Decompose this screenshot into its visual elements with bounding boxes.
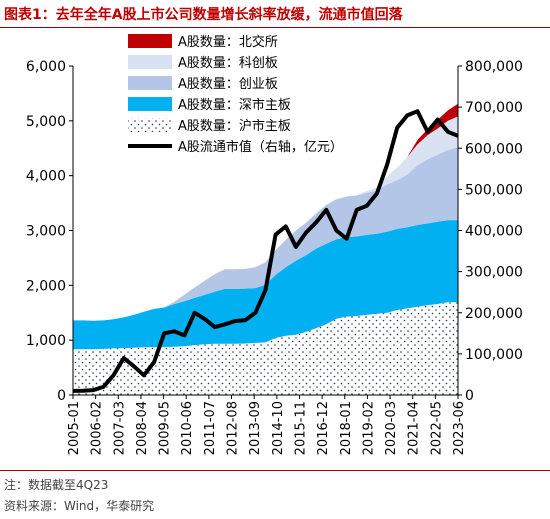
legend-label: A股数量：创业板 <box>178 77 278 92</box>
figure-source: 资料来源：Wind，华泰研究 <box>4 499 155 513</box>
x-tick-label: 2016-12 <box>316 401 331 455</box>
axes: 0 1,000 2,000 3,000 4,000 5,000 6,000 0 100,000 2… <box>26 59 523 455</box>
figure-header: 图表1：去年全年A股上市公司数量增长斜率放缓，流通市值回落 <box>0 0 550 28</box>
x-tick-label: 2021-04 <box>407 401 422 455</box>
right-tick-label: 300,000 <box>465 265 523 281</box>
right-tick-label: 800,000 <box>465 59 523 75</box>
x-tick-label: 2014-10 <box>271 401 286 455</box>
legend-swatch <box>128 118 172 132</box>
title-divider <box>0 27 550 28</box>
chart-legend: A股数量：北交所 A股数量：科创板 A股数量：创业板 A股数量：深市主板 A股数量：沪市… <box>123 32 353 162</box>
area-layers <box>73 103 458 395</box>
x-tick-label: 2013-09 <box>248 401 263 455</box>
right-tick-label: 700,000 <box>465 100 523 116</box>
left-tick-label: 2,000 <box>26 278 66 294</box>
figure-title-text: 去年全年A股上市公司数量增长斜率放缓，流通市值回落 <box>55 7 403 23</box>
x-tick-label: 2006-02 <box>90 401 105 455</box>
figure-title: 图表1：去年全年A股上市公司数量增长斜率放缓，流通市值回落 <box>4 4 403 24</box>
left-tick-label: 4,000 <box>26 169 66 185</box>
x-tick-label: 2023-06 <box>452 401 467 455</box>
legend-label: A股数量：科创板 <box>178 56 278 71</box>
legend-swatch <box>128 76 172 90</box>
szse-main-board-area <box>73 220 458 350</box>
market-cap-line-layer <box>72 109 459 393</box>
right-tick-label: 200,000 <box>465 306 523 322</box>
x-tick-label: 2009-05 <box>158 401 173 455</box>
x-tick-label: 2012-08 <box>226 401 241 455</box>
x-tick-label: 2010-06 <box>180 401 195 455</box>
legend-swatch <box>128 97 172 111</box>
left-tick-label: 5,000 <box>26 114 66 130</box>
legend-label: A股数量：沪市主板 <box>178 118 291 134</box>
legend-label: A股流通市值（右轴，亿元） <box>178 139 343 155</box>
chinext-area <box>73 147 458 321</box>
right-tick-label: 500,000 <box>465 182 523 198</box>
x-tick-label: 2008-04 <box>135 401 150 455</box>
figure-label: 图表1： <box>4 7 56 23</box>
right-tick-label: 0 <box>465 388 474 404</box>
legend-swatch <box>128 34 172 48</box>
left-tick-label: 0 <box>57 388 66 404</box>
right-tick-label: 400,000 <box>465 224 523 240</box>
area-line-chart: 0 1,000 2,000 3,000 4,000 5,000 6,000 0 100,000 2… <box>26 32 523 455</box>
left-tick-label: 3,000 <box>26 224 66 240</box>
x-tick-label: 2005-01 <box>67 401 82 455</box>
right-tick-label: 100,000 <box>465 347 523 363</box>
x-tick-label: 2007-03 <box>112 401 127 455</box>
figure-note: 注：数据截至4Q23 <box>4 478 109 492</box>
left-tick-label: 1,000 <box>26 333 66 349</box>
market-cap-line <box>72 109 459 393</box>
legend-label: A股数量：深市主板 <box>178 97 291 113</box>
x-tick-label: 2015-11 <box>293 401 308 455</box>
left-tick-label: 6,000 <box>26 59 66 75</box>
x-tick-label: 2019-02 <box>361 401 376 455</box>
footer-divider <box>0 470 550 471</box>
legend-swatch <box>128 55 172 69</box>
x-tick-label: 2022-05 <box>429 401 444 455</box>
legend-label: A股数量：北交所 <box>178 34 278 50</box>
x-tick-label: 2018-01 <box>339 401 354 455</box>
x-tick-label: 2020-03 <box>384 401 399 455</box>
sse-main-board-area <box>73 302 458 395</box>
right-tick-label: 600,000 <box>465 141 523 157</box>
x-tick-label: 2011-07 <box>203 401 218 455</box>
